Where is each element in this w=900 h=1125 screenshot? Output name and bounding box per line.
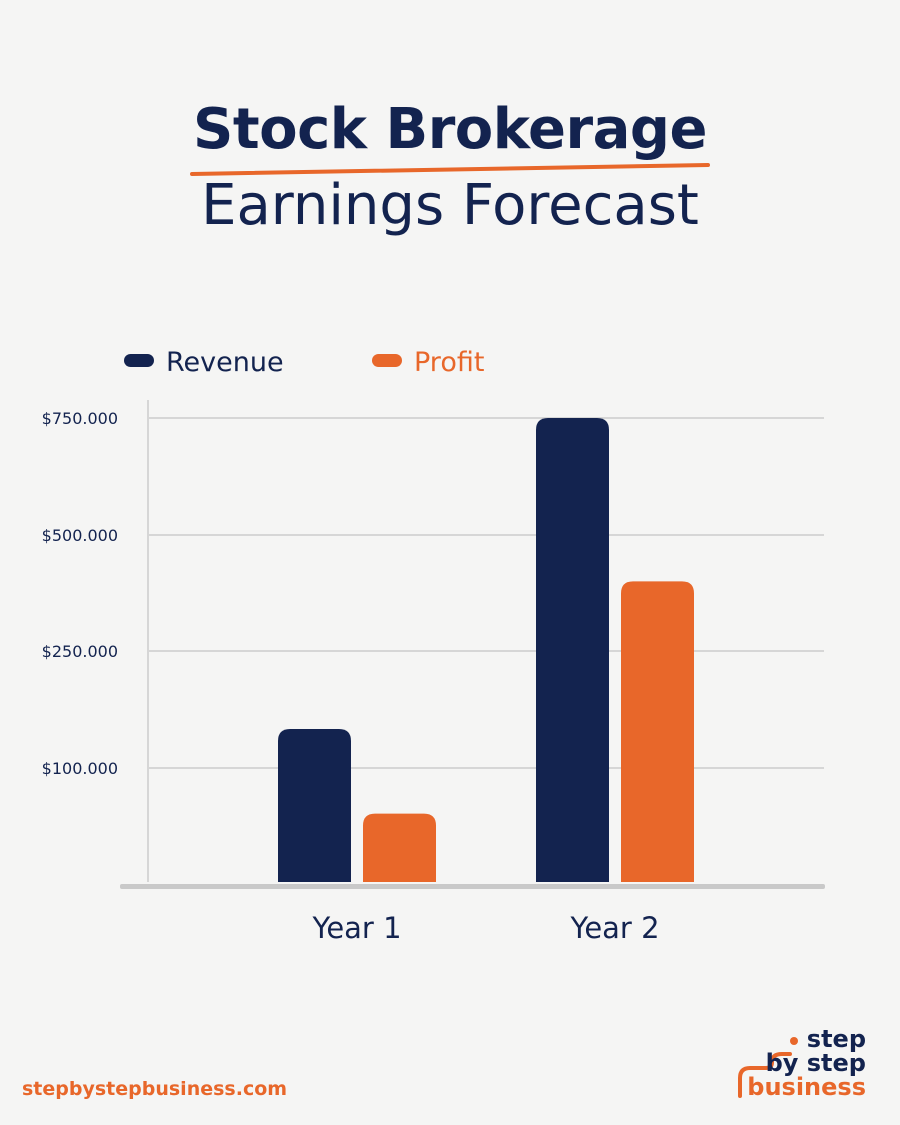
- bar-revenue-year-1: [278, 729, 351, 882]
- chart-grid: $100.000 $250.000 $500.000 $750.000: [42, 400, 824, 882]
- footer-website-url[interactable]: stepbystepbusiness.com: [22, 1078, 288, 1100]
- legend-swatch-profit: [372, 354, 402, 367]
- y-tick-label: $750.000: [42, 409, 118, 428]
- x-axis-baseline: [120, 884, 825, 889]
- x-tick-label: Year 2: [569, 911, 659, 945]
- step-by-step-business-logo: step by step business: [726, 1025, 876, 1108]
- bar-revenue-year-2: [536, 418, 609, 882]
- logo-line-business: business: [747, 1073, 866, 1101]
- logo-line-by-step: by step: [765, 1049, 866, 1077]
- chart-bars: [120, 418, 825, 889]
- legend-swatch-revenue: [124, 354, 154, 367]
- title-line-1: Stock Brokerage: [193, 97, 707, 162]
- legend-label-profit: Profit: [414, 347, 484, 378]
- x-tick-label: Year 1: [311, 911, 401, 945]
- chart-legend: Revenue Profit: [124, 347, 484, 378]
- x-axis-labels: Year 1 Year 2: [311, 911, 659, 945]
- logo-mark-icon: [738, 1037, 798, 1098]
- title-line-2: Earnings Forecast: [201, 173, 699, 238]
- y-tick-label: $500.000: [42, 526, 118, 545]
- y-tick-label: $250.000: [42, 642, 118, 661]
- title-underline: [190, 163, 710, 176]
- bar-profit-year-1: [363, 813, 436, 882]
- bar-profit-year-2: [621, 581, 694, 882]
- logo-line-step: step: [806, 1025, 866, 1053]
- legend-label-revenue: Revenue: [166, 347, 284, 378]
- y-tick-label: $100.000: [42, 759, 118, 778]
- chart-title: Stock Brokerage Earnings Forecast: [0, 92, 900, 242]
- earnings-bar-chart: Revenue Profit $100.000 $250.000 $500.000 $7…: [42, 347, 825, 945]
